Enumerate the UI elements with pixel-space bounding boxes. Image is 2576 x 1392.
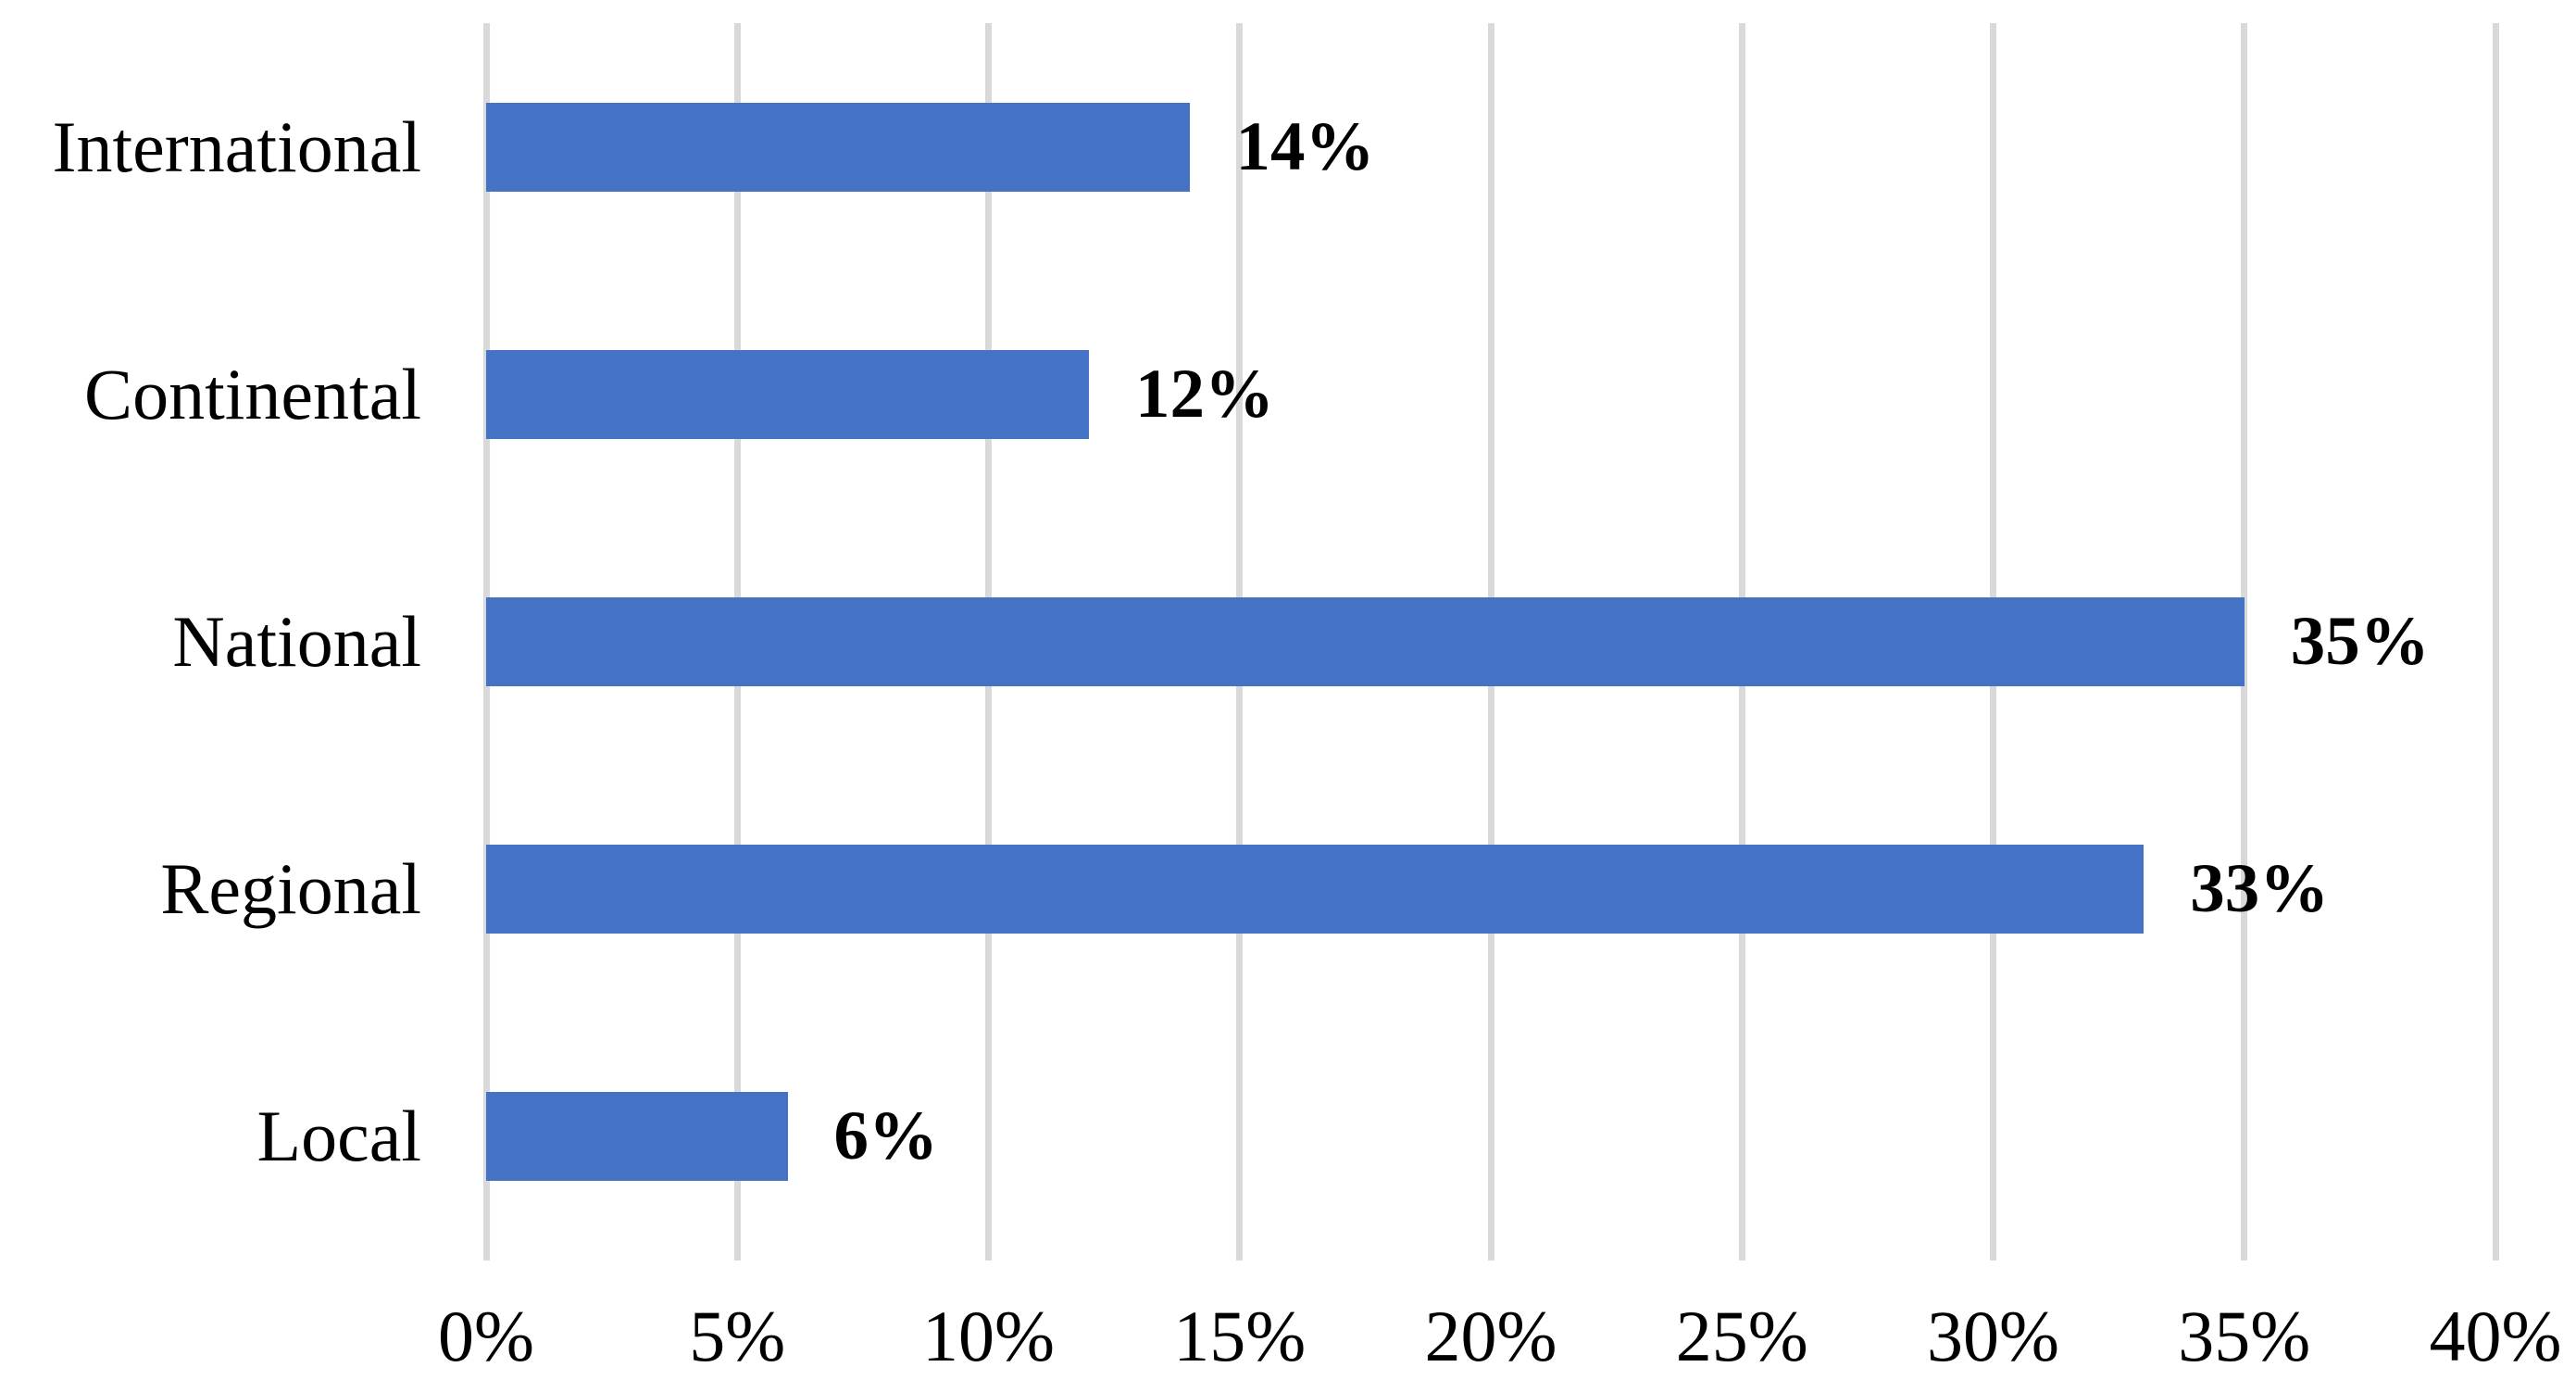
x-axis-tick-label: 10% (922, 1296, 1055, 1376)
category-label-continental: Continental (84, 353, 421, 434)
x-axis-tick-label: 30% (1927, 1296, 2059, 1376)
x-axis-tick-label: 0% (438, 1296, 534, 1376)
bar-national (486, 597, 2245, 686)
bar-continental (486, 349, 1089, 439)
category-label-international: International (52, 106, 422, 187)
x-axis-tick-label: 20% (1424, 1296, 1557, 1376)
data-label-continental: 12% (1135, 355, 1274, 433)
category-label-national: National (172, 601, 421, 682)
x-axis-tick-label: 25% (1675, 1296, 1808, 1376)
category-label-regional: Regional (160, 848, 421, 930)
x-axis-tick-label: 40% (2429, 1296, 2562, 1376)
x-axis-tick-label: 35% (2178, 1296, 2311, 1376)
category-label-local: Local (256, 1096, 421, 1177)
data-label-regional: 33% (2190, 850, 2330, 928)
x-axis-tick-label: 15% (1173, 1296, 1307, 1376)
gridline-35% (2241, 23, 2248, 1260)
data-label-international: 14% (1235, 107, 1375, 185)
bar-regional (486, 845, 2145, 934)
bar-local (486, 1092, 788, 1182)
x-axis-tick-label: 5% (689, 1296, 786, 1376)
gridline-40% (2492, 23, 2499, 1260)
data-label-local: 6% (833, 1097, 939, 1175)
bar-international (486, 102, 1190, 192)
data-label-national: 35% (2290, 603, 2430, 680)
